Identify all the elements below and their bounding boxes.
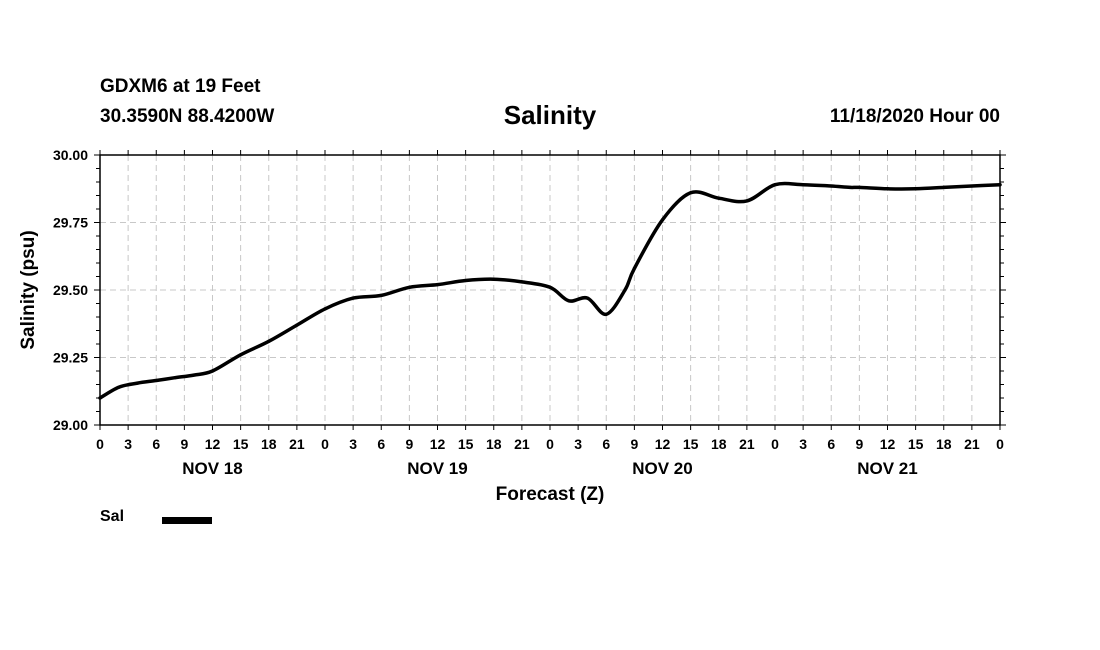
x-tick-label: 3 (124, 436, 132, 452)
day-label: NOV 21 (857, 459, 917, 478)
x-tick-label: 12 (655, 436, 671, 452)
x-tick-label: 12 (205, 436, 221, 452)
x-tick-label: 18 (261, 436, 277, 452)
x-tick-label: 21 (739, 436, 755, 452)
data-point (464, 278, 468, 283)
day-label: NOV 18 (182, 459, 242, 478)
x-tick-label: 15 (683, 436, 699, 452)
x-tick-label: 15 (458, 436, 474, 452)
x-tick-label: 0 (996, 436, 1004, 452)
x-tick-label: 6 (827, 436, 835, 452)
data-point (942, 185, 946, 189)
data-point (173, 376, 177, 380)
data-point (407, 285, 411, 289)
data-point (660, 218, 665, 222)
data-point (689, 191, 693, 195)
x-tick-label: 12 (880, 436, 896, 452)
data-point (267, 339, 271, 343)
data-point (773, 183, 777, 187)
y-tick-label: 29.75 (53, 215, 88, 231)
x-tick-label: 3 (799, 436, 807, 452)
x-tick-label: 15 (908, 436, 924, 452)
data-point (745, 199, 749, 203)
x-tick-label: 6 (602, 436, 610, 452)
data-point (604, 312, 608, 316)
data-point (848, 185, 852, 189)
x-tick-label: 0 (321, 436, 329, 452)
x-tick-label: 3 (349, 436, 357, 452)
x-tick-label: 18 (486, 436, 502, 452)
x-tick-label: 9 (405, 436, 413, 452)
station-label: GDXM6 at 19 Feet (100, 76, 261, 97)
x-tick-label: 21 (964, 436, 980, 452)
y-tick-label: 29.25 (53, 350, 88, 366)
legend-label: Sal (100, 508, 125, 525)
y-axis-label: Salinity (psu) (18, 230, 39, 349)
x-tick-label: 6 (377, 436, 385, 452)
x-tick-label: 9 (855, 436, 863, 452)
data-point (192, 373, 196, 377)
y-tick-label: 30.00 (53, 147, 88, 163)
data-point (885, 187, 890, 191)
data-point (351, 296, 355, 300)
x-tick-label: 0 (96, 436, 104, 452)
data-point (379, 293, 383, 297)
x-tick-label: 21 (289, 436, 305, 452)
data-point (154, 378, 158, 383)
x-tick-label: 0 (771, 436, 779, 452)
plot-frame (99, 154, 1001, 426)
legend-line-swatch (162, 517, 212, 524)
day-label: NOV 19 (407, 459, 467, 478)
x-tick-label: 9 (630, 436, 638, 452)
x-tick-label: 3 (574, 436, 582, 452)
x-tick-label: 15 (233, 436, 249, 452)
x-tick-label: 18 (711, 436, 727, 452)
chart-title: Salinity (503, 100, 597, 130)
data-point (567, 299, 571, 303)
data-point (857, 185, 861, 189)
data-point (323, 307, 327, 311)
data-point (520, 280, 524, 284)
y-tick-label: 29.00 (53, 417, 88, 433)
y-tick-label: 29.50 (53, 282, 88, 298)
x-tick-label: 12 (430, 436, 446, 452)
data-point (585, 296, 590, 300)
data-point (717, 196, 721, 200)
data-point (970, 184, 974, 188)
day-label: NOV 20 (632, 459, 692, 478)
data-point (239, 353, 243, 357)
data-point (632, 266, 636, 270)
data-point (98, 396, 102, 400)
data-point (548, 285, 552, 289)
x-axis-label: Forecast (Z) (496, 484, 605, 505)
x-tick-label: 0 (546, 436, 554, 452)
x-tick-label: 21 (514, 436, 530, 452)
data-point (492, 277, 496, 281)
x-tick-label: 18 (936, 436, 952, 452)
data-point (135, 381, 140, 385)
data-point (210, 369, 215, 373)
forecast-datetime: 11/18/2020 Hour 00 (829, 106, 1000, 127)
data-point (435, 283, 440, 287)
x-tick-label: 6 (152, 436, 160, 452)
data-point (623, 288, 627, 292)
data-point (117, 385, 121, 389)
data-point (998, 183, 1002, 187)
data-point (295, 323, 299, 327)
x-tick-label: 9 (180, 436, 188, 452)
data-point (829, 184, 833, 188)
data-point (801, 183, 805, 187)
coordinates-label: 30.3590N 88.4200W (100, 106, 275, 127)
data-point (914, 187, 918, 191)
